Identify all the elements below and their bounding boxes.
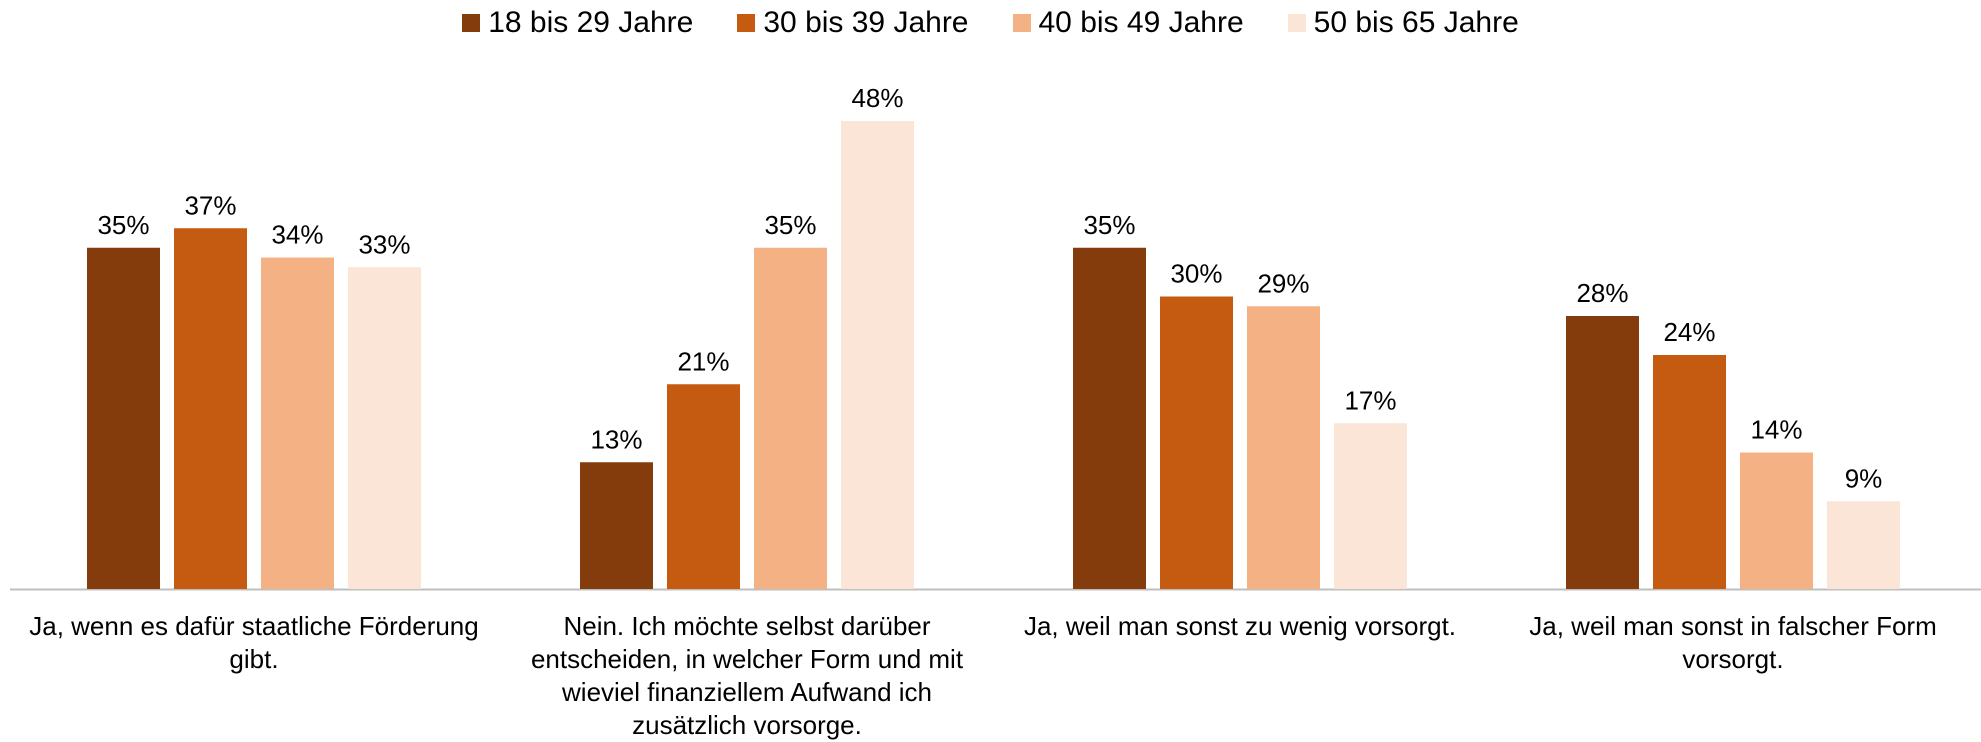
- bar: [580, 462, 653, 589]
- data-label: 28%: [1576, 278, 1628, 308]
- bar: [1073, 247, 1146, 589]
- bar: [174, 228, 247, 589]
- bar: [261, 257, 334, 589]
- data-label: 35%: [1083, 210, 1135, 240]
- data-label: 21%: [677, 346, 729, 376]
- legend: 18 bis 29 Jahre 30 bis 39 Jahre 40 bis 49 …: [0, 6, 1981, 40]
- data-label: 35%: [764, 210, 816, 240]
- data-label: 37%: [184, 190, 236, 220]
- data-label: 34%: [271, 220, 323, 250]
- data-label: 14%: [1750, 415, 1802, 445]
- legend-swatch: [1012, 14, 1031, 32]
- x-tick-label: Nein. Ich möchte selbst darüber entschei…: [530, 611, 964, 740]
- bar: [1247, 306, 1320, 589]
- x-tick-label: Ja, weil man sonst zu wenig vorsorgt.: [1023, 611, 1457, 641]
- x-tick-label: Ja, weil man sonst in falscher Form vors…: [1529, 611, 1937, 674]
- bar: [1160, 296, 1233, 589]
- bar: [667, 384, 740, 589]
- legend-item: 18 bis 29 Jahre: [462, 6, 693, 40]
- bar: [1653, 355, 1726, 589]
- data-label: 35%: [97, 210, 149, 240]
- legend-label: 50 bis 65 Jahre: [1313, 6, 1519, 39]
- bar: [841, 121, 914, 589]
- bar: [1334, 423, 1407, 589]
- legend-item: 50 bis 65 Jahre: [1287, 6, 1519, 40]
- legend-item: 40 bis 49 Jahre: [1012, 6, 1244, 40]
- x-tick-label: Ja, wenn es dafür staatliche Förderung g…: [29, 611, 479, 674]
- legend-swatch: [1287, 14, 1306, 32]
- data-label: 13%: [590, 424, 642, 454]
- legend-label: 18 bis 29 Jahre: [488, 6, 694, 39]
- data-label: 9%: [1845, 463, 1883, 493]
- data-label: 48%: [851, 83, 903, 113]
- bar: [754, 247, 827, 589]
- legend-item: 30 bis 39 Jahre: [737, 6, 969, 40]
- legend-label: 40 bis 49 Jahre: [1038, 6, 1244, 39]
- data-label: 29%: [1257, 268, 1309, 298]
- bar: [87, 247, 160, 589]
- data-label: 30%: [1170, 259, 1222, 289]
- bar: [1827, 501, 1900, 589]
- bar: [348, 267, 421, 589]
- legend-swatch: [737, 14, 756, 32]
- data-label: 24%: [1663, 317, 1715, 347]
- data-label: 33%: [358, 229, 410, 259]
- legend-swatch: [462, 14, 481, 32]
- legend-label: 30 bis 39 Jahre: [763, 6, 969, 39]
- bar: [1740, 452, 1813, 589]
- data-label: 17%: [1344, 385, 1396, 415]
- bar: [1566, 316, 1639, 589]
